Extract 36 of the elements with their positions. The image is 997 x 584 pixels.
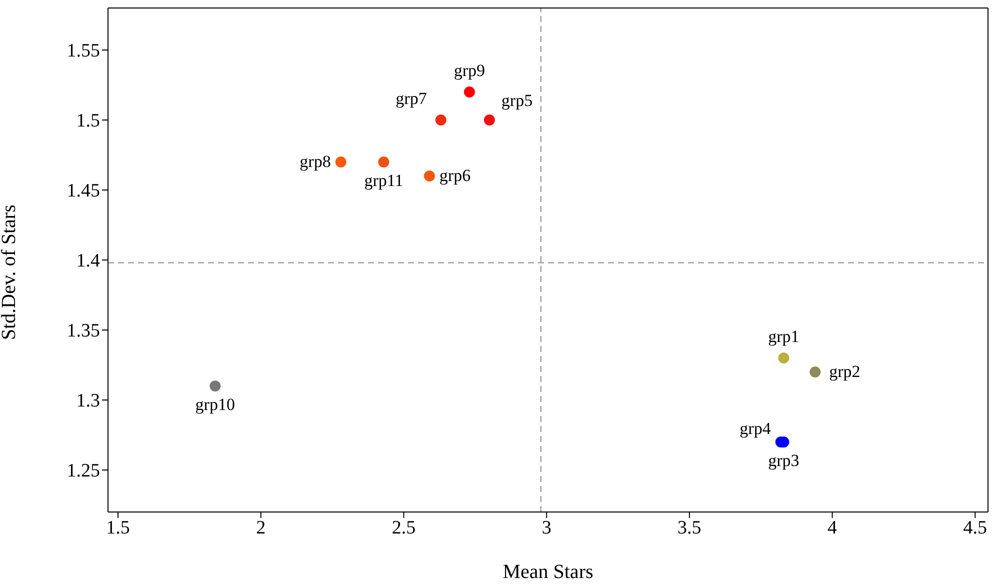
x-tick-label: 2.5 bbox=[392, 517, 416, 538]
point bbox=[210, 380, 221, 392]
series-label: grp3 bbox=[768, 451, 800, 470]
x-tick-label: 1.5 bbox=[106, 517, 130, 538]
y-tick-label: 1.35 bbox=[66, 320, 100, 342]
series-label: grp6 bbox=[439, 166, 471, 185]
point bbox=[464, 86, 475, 98]
series-label: grp5 bbox=[501, 91, 533, 110]
point bbox=[810, 366, 821, 378]
x-tick-label: 3 bbox=[542, 517, 552, 538]
x-tick-label: 3.5 bbox=[678, 517, 702, 538]
point bbox=[435, 114, 446, 126]
y-tick-label: 1.45 bbox=[66, 180, 100, 202]
y-tick-label: 1.55 bbox=[66, 40, 100, 62]
point bbox=[424, 170, 435, 182]
series-label: grp8 bbox=[300, 152, 331, 171]
point bbox=[335, 156, 346, 168]
point bbox=[484, 114, 495, 126]
series-label: grp4 bbox=[740, 419, 772, 438]
y-tick-label: 1.25 bbox=[66, 460, 100, 482]
x-tick-label: 4.5 bbox=[963, 517, 988, 538]
point bbox=[778, 352, 790, 364]
series-label: grp7 bbox=[396, 89, 428, 108]
y-axis-title: Std.Dev. of Stars bbox=[0, 204, 20, 340]
series-label: grp2 bbox=[829, 362, 860, 381]
point bbox=[378, 156, 390, 168]
series-label: grp11 bbox=[364, 171, 404, 190]
y-tick-label: 1.3 bbox=[76, 390, 100, 412]
y-tick-label: 1.4 bbox=[76, 250, 100, 272]
x-axis-title: Mean Stars bbox=[502, 561, 594, 583]
x-tick-label: 2 bbox=[256, 517, 266, 538]
series-label: grp10 bbox=[195, 395, 235, 414]
series-label: grp1 bbox=[768, 327, 800, 346]
x-tick-label: 4 bbox=[828, 517, 838, 538]
y-tick-label: 1.5 bbox=[76, 110, 100, 132]
series-label: grp9 bbox=[454, 61, 486, 80]
